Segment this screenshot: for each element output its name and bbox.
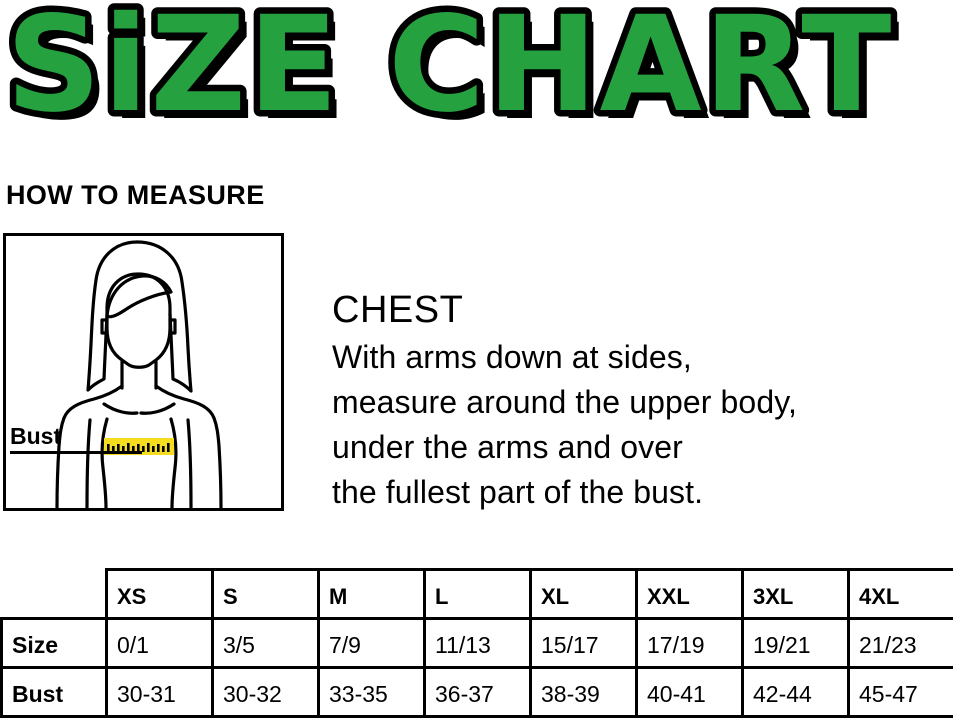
table-cell-size-xxl: 17/19 — [635, 617, 744, 669]
measure-illustration-box — [3, 233, 284, 511]
right-body-side-path — [169, 417, 178, 508]
left-ear-path — [100, 318, 109, 335]
chest-line-1: With arms down at sides, — [332, 338, 692, 375]
table-row-label-size: Size — [0, 617, 108, 669]
table-cell-bust-l: 36-37 — [423, 666, 532, 718]
table-header-s: S — [211, 568, 320, 620]
chest-line-2: measure around the upper body, — [332, 383, 797, 420]
table-cell-size-4xl: 21/23 — [847, 617, 953, 669]
right-inner-arm-path — [186, 418, 193, 508]
table-header-row: XS S M L XL XXL 3XL 4XL — [2, 568, 953, 620]
page-title-graphic: SiZE CHART SiZE CHART SiZE CHART — [0, 0, 901, 150]
left-collarbone-path — [102, 402, 139, 415]
left-body-side-path — [100, 417, 109, 508]
table-cell-bust-xxl: 40-41 — [635, 666, 744, 718]
table-header-m: M — [317, 568, 426, 620]
chest-heading: CHEST — [332, 289, 464, 331]
bangs-path — [105, 274, 173, 319]
table-header-xxl: XXL — [635, 568, 744, 620]
chest-line-3: under the arms and over — [332, 429, 683, 466]
chest-line-4: the fullest part of the bust. — [332, 474, 704, 511]
bust-callout: Bust — [10, 425, 142, 454]
right-shoulder-arm-path — [154, 384, 223, 508]
how-to-measure-heading: HOW TO MEASURE — [6, 180, 265, 210]
size-table: XS S M L XL XXL 3XL 4XL Size 0/1 3/5 7/9… — [0, 568, 953, 718]
table-header-l: L — [423, 568, 532, 620]
table-row-label-bust: Bust — [0, 666, 108, 718]
tape-tick-marks — [107, 443, 170, 452]
page-title-shadow: SiZE CHART — [14, 0, 901, 150]
female-torso-illustration — [55, 240, 223, 508]
right-collarbone-path — [139, 402, 176, 415]
measuring-tape — [104, 438, 174, 455]
table-header-xl: XL — [529, 568, 638, 620]
page-title-banner: SiZE CHART SiZE CHART SiZE CHART — [0, 0, 953, 150]
table-header-xs: XS — [105, 568, 214, 620]
left-inner-arm-path — [85, 418, 92, 508]
hair-left-path — [86, 240, 139, 392]
table-cell-size-l: 11/13 — [423, 617, 532, 669]
size-table-container: XS S M L XL XXL 3XL 4XL Size 0/1 3/5 7/9… — [0, 568, 953, 726]
table-header-4xl: 4XL — [847, 568, 953, 620]
table-cell-bust-xs: 30-31 — [105, 666, 214, 718]
page-title-fill: SiZE CHART — [6, 0, 893, 142]
table-cell-size-m: 7/9 — [317, 617, 426, 669]
bust-leader-line — [10, 451, 142, 454]
face-path — [105, 272, 172, 369]
table-cell-bust-xl: 38-39 — [529, 666, 638, 718]
bust-callout-label: Bust — [10, 423, 62, 449]
table-cell-size-3xl: 19/21 — [741, 617, 850, 669]
table-corner-cell — [2, 570, 107, 619]
table-cell-size-xs: 0/1 — [105, 617, 214, 669]
table-cell-bust-3xl: 42-44 — [741, 666, 850, 718]
table-row: Bust 30-31 30-32 33-35 36-37 38-39 40-41… — [0, 666, 953, 718]
table-cell-size-xl: 15/17 — [529, 617, 638, 669]
table-row: Size 0/1 3/5 7/9 11/13 15/17 17/19 19/21… — [0, 617, 953, 669]
left-shoulder-arm-path — [55, 384, 124, 508]
table-header-3xl: 3XL — [741, 568, 850, 620]
page-title-outline: SiZE CHART — [6, 0, 893, 142]
table-cell-bust-m: 33-35 — [317, 666, 426, 718]
table-cell-bust-4xl: 45-47 — [847, 666, 953, 718]
table-cell-bust-s: 30-32 — [211, 666, 320, 718]
hair-right-path — [135, 240, 193, 393]
chest-description-block: CHEST With arms down at sides, measure a… — [332, 288, 932, 515]
table-cell-size-s: 3/5 — [211, 617, 320, 669]
right-ear-path — [168, 318, 177, 335]
